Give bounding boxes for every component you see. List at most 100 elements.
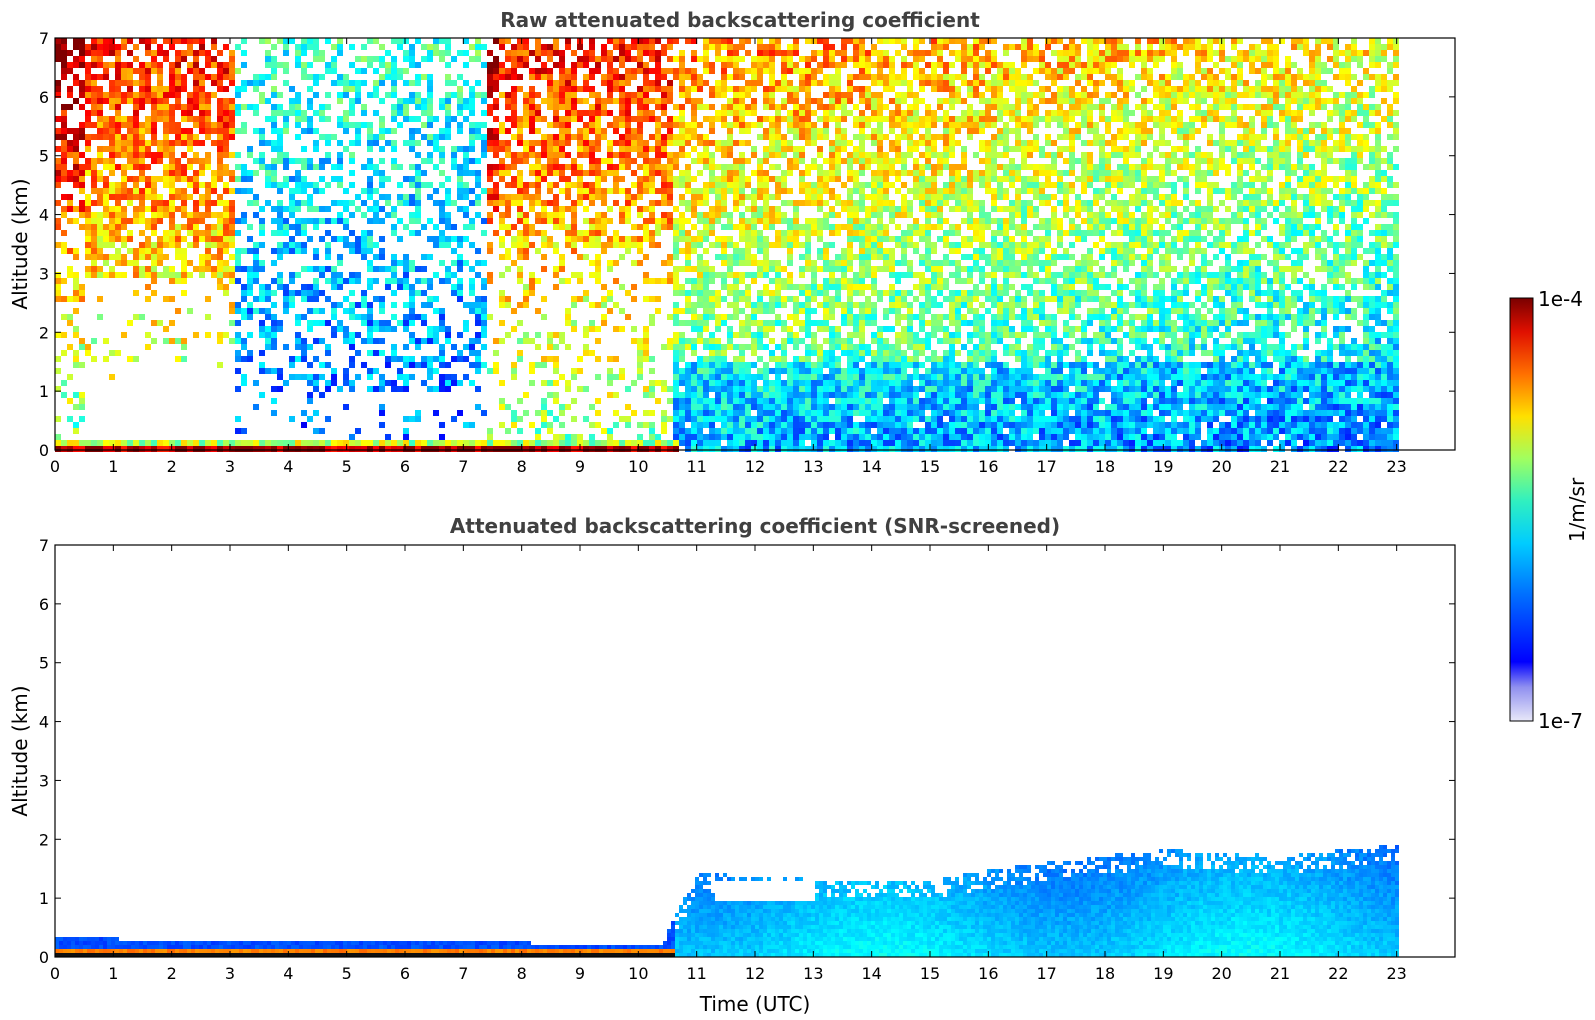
heatmap-cell	[301, 110, 307, 116]
heatmap-cell	[493, 350, 499, 356]
heatmap-cell	[481, 302, 487, 308]
heatmap-cell	[523, 188, 529, 194]
heatmap-cell	[613, 188, 619, 194]
heatmap-cell	[451, 200, 457, 206]
heatmap-cell	[799, 176, 805, 182]
heatmap-cell	[151, 260, 157, 266]
heatmap-cell	[103, 38, 109, 44]
heatmap-cell	[715, 290, 721, 296]
heatmap-cell	[799, 392, 805, 398]
heatmap-cell	[97, 440, 103, 446]
heatmap-cell	[91, 236, 97, 242]
heatmap-cell	[247, 188, 253, 194]
heatmap-cell	[589, 440, 595, 446]
heatmap-cell	[271, 218, 277, 224]
heatmap-cell	[403, 104, 409, 110]
heatmap-cell	[529, 242, 535, 248]
heatmap-cell	[217, 332, 223, 338]
heatmap-cell	[313, 380, 319, 386]
heatmap-cell	[847, 404, 853, 410]
heatmap-cell	[115, 98, 121, 104]
heatmap-cell	[637, 440, 643, 446]
heatmap-cell	[841, 128, 847, 134]
heatmap-cell	[763, 392, 769, 398]
heatmap-cell	[187, 230, 193, 236]
heatmap-cell	[571, 302, 577, 308]
heatmap-cell	[607, 446, 613, 452]
heatmap-cell	[589, 320, 595, 326]
heatmap-cell	[475, 368, 481, 374]
heatmap-cell	[853, 170, 859, 176]
heatmap-cell	[61, 134, 67, 140]
heatmap-cell	[55, 92, 61, 98]
heatmap-cell	[241, 290, 247, 296]
heatmap-cell	[817, 62, 823, 68]
heatmap-cell	[145, 98, 151, 104]
heatmap-cell	[757, 38, 763, 44]
heatmap-cell	[145, 242, 151, 248]
heatmap-cell	[853, 302, 859, 308]
heatmap-cell	[103, 272, 109, 278]
heatmap-cell	[523, 44, 529, 50]
heatmap-cell	[613, 56, 619, 62]
heatmap-cell	[85, 224, 91, 230]
heatmap-cell	[643, 188, 649, 194]
heatmap-cell	[751, 170, 757, 176]
heatmap-cell	[157, 86, 163, 92]
heatmap-cell	[379, 116, 385, 122]
heatmap-cell	[601, 44, 607, 50]
heatmap-cell	[631, 446, 637, 452]
heatmap-cell	[121, 146, 127, 152]
heatmap-cell	[439, 380, 445, 386]
heatmap-cell	[409, 140, 415, 146]
heatmap-cell	[649, 56, 655, 62]
heatmap-cell	[637, 98, 643, 104]
heatmap-cell	[205, 152, 211, 158]
heatmap-cell	[163, 266, 169, 272]
heatmap-cell	[703, 362, 709, 368]
heatmap-cell	[235, 92, 241, 98]
heatmap-cell	[559, 128, 565, 134]
heatmap-cell	[79, 128, 85, 134]
heatmap-cell	[517, 302, 523, 308]
heatmap-cell	[181, 74, 187, 80]
heatmap-cell	[757, 440, 763, 446]
heatmap-cell	[547, 410, 553, 416]
heatmap-cell	[817, 200, 823, 206]
heatmap-cell	[67, 320, 73, 326]
heatmap-cell	[763, 248, 769, 254]
heatmap-cell	[697, 380, 703, 386]
heatmap-cell	[97, 266, 103, 272]
heatmap-cell	[439, 362, 445, 368]
heatmap-cell	[187, 38, 193, 44]
heatmap-cell	[67, 440, 73, 446]
heatmap-cell	[751, 422, 757, 428]
heatmap-cell	[643, 50, 649, 56]
heatmap-cell	[511, 92, 517, 98]
heatmap-cell	[403, 380, 409, 386]
heatmap-cell	[205, 134, 211, 140]
heatmap-cell	[163, 164, 169, 170]
heatmap-cell	[745, 416, 751, 422]
heatmap-cell	[199, 122, 205, 128]
heatmap-cell	[679, 104, 685, 110]
heatmap-cell	[355, 236, 361, 242]
heatmap-cell	[139, 98, 145, 104]
heatmap-cell	[559, 92, 565, 98]
heatmap-cell	[367, 38, 373, 44]
heatmap-cell	[637, 62, 643, 68]
heatmap-cell	[421, 158, 427, 164]
heatmap-cell	[601, 134, 607, 140]
heatmap-cell	[691, 302, 697, 308]
heatmap-cell	[511, 326, 517, 332]
heatmap-cell	[697, 242, 703, 248]
heatmap-cell	[799, 374, 805, 380]
heatmap-cell	[181, 248, 187, 254]
heatmap-cell	[379, 74, 385, 80]
heatmap-cell	[733, 380, 739, 386]
heatmap-cell	[763, 146, 769, 152]
heatmap-cell	[721, 188, 727, 194]
heatmap-cell	[835, 404, 841, 410]
heatmap-cell	[763, 440, 769, 446]
heatmap-cell	[97, 176, 103, 182]
